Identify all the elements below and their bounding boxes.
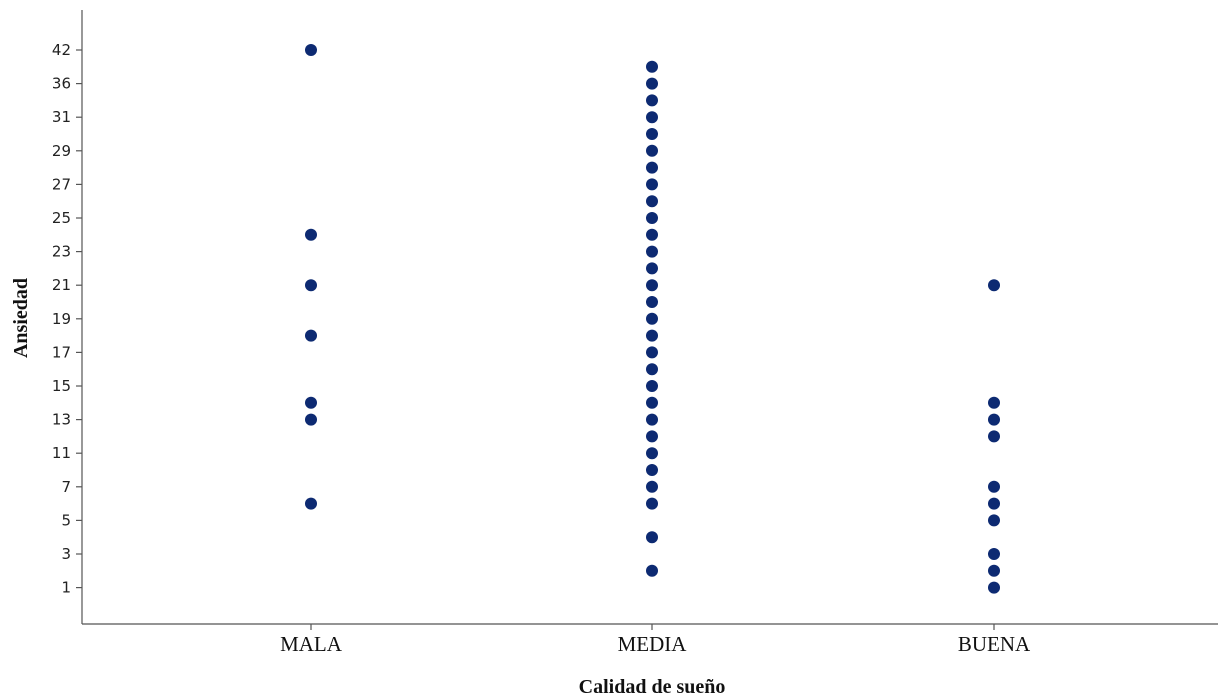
data-point xyxy=(988,514,1000,527)
data-point xyxy=(646,60,658,73)
y-tick-label: 31 xyxy=(52,108,71,126)
data-point xyxy=(988,413,1000,426)
data-point xyxy=(305,396,317,409)
y-tick-label: 13 xyxy=(52,411,71,429)
data-point xyxy=(646,531,658,544)
y-tick-label: 5 xyxy=(61,511,71,529)
data-point xyxy=(646,94,658,107)
y-axis-title: Ansiedad xyxy=(10,278,32,358)
y-tick-label: 29 xyxy=(52,142,71,160)
data-point xyxy=(646,447,658,460)
data-point xyxy=(646,77,658,90)
data-point xyxy=(646,480,658,493)
data-point xyxy=(646,329,658,342)
data-point xyxy=(305,279,317,292)
data-point xyxy=(988,430,1000,443)
x-tick-label-media: MEDIA xyxy=(618,632,688,656)
data-point xyxy=(646,262,658,275)
data-point xyxy=(646,380,658,392)
y-tick-label: 42 xyxy=(52,41,71,59)
data-point xyxy=(988,497,1000,510)
data-point xyxy=(305,329,317,342)
y-tick-label: 7 xyxy=(61,478,71,496)
y-tick-label: 36 xyxy=(52,75,71,93)
data-point xyxy=(988,480,1000,493)
data-point xyxy=(988,564,1000,577)
data-point xyxy=(646,245,658,258)
data-point xyxy=(646,161,658,174)
y-tick-label: 17 xyxy=(52,343,71,361)
y-tick-label: 1 xyxy=(61,579,71,597)
data-point xyxy=(646,128,658,140)
x-axis-title: Calidad de sueño xyxy=(579,676,726,698)
y-tick-label: 27 xyxy=(52,175,71,193)
data-point xyxy=(646,312,658,325)
data-point xyxy=(646,296,658,308)
data-point xyxy=(646,212,658,224)
data-point xyxy=(646,363,658,376)
data-point xyxy=(988,581,1000,594)
data-point xyxy=(646,564,658,577)
y-tick-label: 3 xyxy=(61,545,71,563)
x-tick-label-mala: MALA xyxy=(280,632,343,656)
data-point xyxy=(305,413,317,426)
x-tick-label-buena: BUENA xyxy=(958,632,1031,656)
x-axis-ticks: MALA MEDIA BUENA xyxy=(280,624,1031,656)
data-point xyxy=(646,178,658,191)
y-tick-label: 11 xyxy=(52,444,71,462)
y-tick-label: 19 xyxy=(52,310,71,328)
data-point xyxy=(646,144,658,157)
data-point xyxy=(646,346,658,359)
y-tick-label: 21 xyxy=(52,276,71,294)
data-point xyxy=(646,413,658,426)
data-point xyxy=(646,464,658,476)
data-point xyxy=(305,228,317,241)
data-point xyxy=(646,111,658,124)
data-point xyxy=(646,430,658,443)
data-point xyxy=(988,279,1000,292)
y-tick-label: 15 xyxy=(52,377,71,395)
data-point xyxy=(305,497,317,510)
data-points xyxy=(305,44,1000,594)
data-point xyxy=(646,279,658,292)
data-point xyxy=(988,548,1000,560)
y-tick-label: 23 xyxy=(52,243,71,261)
data-point xyxy=(988,396,1000,409)
y-tick-label: 25 xyxy=(52,209,71,227)
data-point xyxy=(305,44,317,56)
data-point xyxy=(646,228,658,241)
data-point xyxy=(646,195,658,208)
data-point xyxy=(646,396,658,409)
data-point xyxy=(646,497,658,510)
